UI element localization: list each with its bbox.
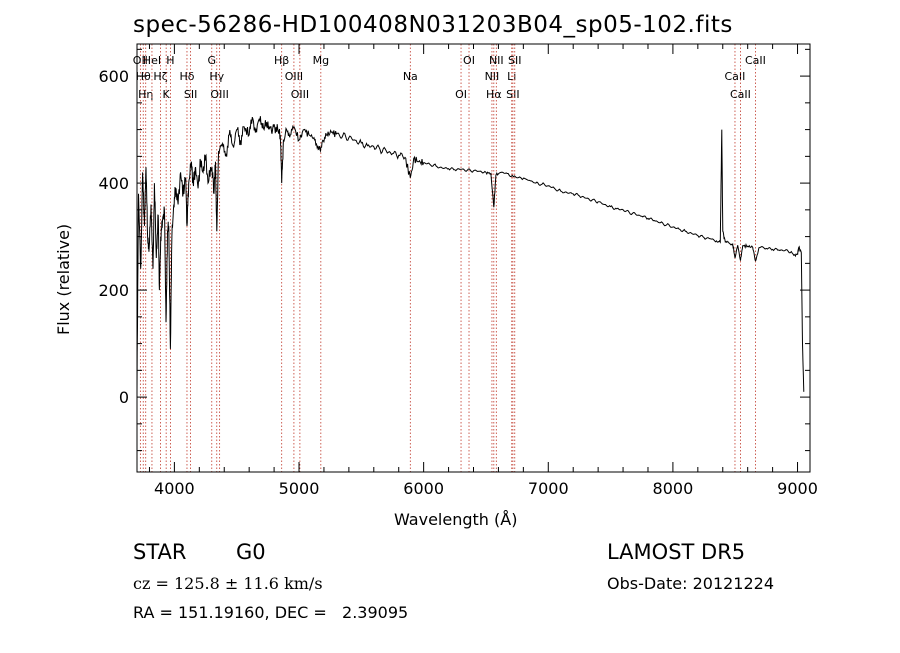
x-tick-label: 6000 — [403, 479, 444, 498]
y-tick-label: 200 — [98, 281, 129, 300]
emission-line-label: Hγ — [209, 70, 224, 83]
plot-frame — [136, 43, 811, 473]
emission-line-label: Mg — [313, 54, 329, 67]
x-tick-label: 8000 — [653, 479, 694, 498]
object-class: STAR — [133, 540, 187, 564]
x-tick-label: 5000 — [279, 479, 320, 498]
emission-line-label: Na — [403, 70, 418, 83]
emission-line-label: OIII — [291, 88, 309, 101]
emission-line-label: HeI — [143, 54, 161, 67]
emission-line-label: Hβ — [274, 54, 289, 67]
chart-title: spec-56286-HD100408N031203B04_sp05-102.f… — [133, 12, 733, 38]
x-axis-label: Wavelength (Å) — [394, 510, 518, 529]
y-tick-label: 400 — [98, 174, 129, 193]
spectrum-series — [136, 116, 805, 392]
emission-line-label: Hη — [138, 88, 153, 101]
observation-date: Obs-Date: 20121224 — [607, 574, 775, 593]
x-tick-label: 9000 — [777, 479, 818, 498]
axes — [136, 43, 811, 473]
survey-name: LAMOST DR5 — [607, 540, 746, 564]
emission-line-label: OI — [455, 88, 467, 101]
emission-line-label: SII — [506, 88, 519, 101]
emission-line-label: G — [208, 54, 217, 67]
emission-line-label: OIII — [210, 88, 228, 101]
emission-line-label: Hζ — [153, 70, 167, 83]
object-subclass: G0 — [236, 540, 266, 564]
redshift-velocity: cz = 125.8 ± 11.6 km/s — [133, 574, 323, 593]
y-tick-label: 600 — [98, 67, 129, 86]
emission-line-label: NII — [489, 54, 504, 67]
emission-line-label: CaII — [745, 54, 766, 67]
emission-line-label: K — [163, 88, 171, 101]
tick-labels: 4000 5000 6000 7000 8000 9000 0 200 400 600 — [98, 67, 817, 498]
coordinates: RA = 151.19160, DEC = 2.39095 — [133, 603, 409, 622]
emission-line-markers: OIIHθHηHeIHζKHHδSIIGHγOIIIHβOIIIOIIIMgNa… — [133, 44, 766, 472]
x-tick-label: 4000 — [154, 479, 195, 498]
emission-line-label: Li — [507, 70, 516, 83]
emission-line-label: OI — [463, 54, 475, 67]
emission-line-label: Hα — [486, 88, 502, 101]
emission-line-label: Hδ — [179, 70, 194, 83]
y-tick-label: 0 — [119, 388, 129, 407]
emission-line-label: NII — [485, 70, 500, 83]
emission-line-label: H — [166, 54, 174, 67]
y-axis-label: Flux (relative) — [54, 223, 73, 335]
emission-line-label: OIII — [285, 70, 303, 83]
emission-line-label: CaII — [725, 70, 746, 83]
emission-line-label: CaII — [730, 88, 751, 101]
emission-line-label: SII — [184, 88, 197, 101]
spectrum-line — [136, 116, 805, 392]
x-tick-label: 7000 — [528, 479, 569, 498]
emission-line-label: SII — [508, 54, 521, 67]
